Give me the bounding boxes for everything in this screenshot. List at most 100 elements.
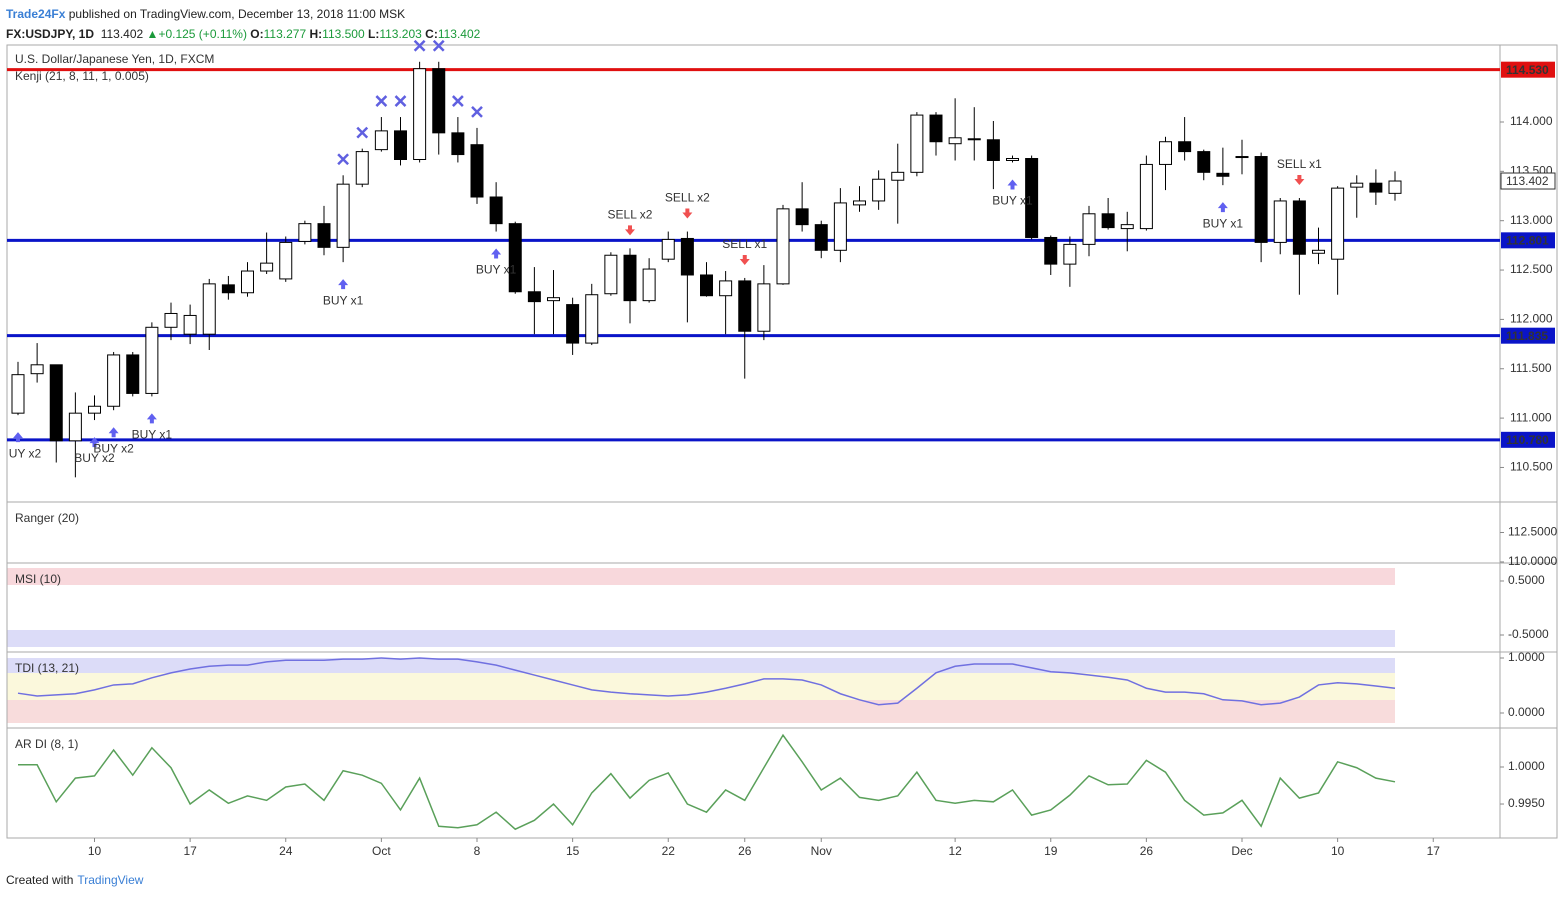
candle-body: [1197, 151, 1211, 173]
signal-label: BUY x1: [132, 428, 173, 442]
candle-body: [527, 291, 541, 303]
candle-body: [107, 354, 121, 407]
candle-body: [1044, 236, 1058, 265]
candle-body: [470, 144, 484, 198]
footer: Created with TradingView: [6, 873, 143, 887]
candle-body: [642, 268, 656, 302]
candle-body: [49, 364, 63, 442]
candle-body: [30, 364, 44, 375]
signal-label: SELL x1: [1277, 157, 1322, 171]
signal-label: UY x2: [9, 446, 42, 460]
author[interactable]: Trade24Fx: [6, 7, 66, 21]
candle-body: [1025, 158, 1039, 238]
change: +0.125 (+0.11%): [158, 27, 247, 41]
candle-body: [1178, 141, 1192, 153]
footer-text: Created with: [6, 873, 74, 887]
signal-label: SELL x1: [722, 237, 767, 251]
candle-body: [604, 254, 618, 295]
level-tag: [1501, 327, 1555, 344]
y-tick-label: 110.500: [1510, 460, 1553, 474]
x-tick-label: 17: [1427, 844, 1441, 858]
candle-body: [967, 138, 981, 141]
candle-body: [508, 223, 522, 293]
y-tick-label: -0.5000: [1508, 627, 1549, 641]
x-mark: [356, 126, 369, 139]
y-tick-label: 0.0000: [1508, 705, 1545, 719]
x-tick-label: Nov: [811, 844, 832, 858]
candle-body: [929, 114, 943, 143]
candle-body: [776, 208, 790, 285]
candle-body: [1063, 243, 1077, 265]
candle-body: [1388, 180, 1402, 194]
last-price-tag: [1500, 172, 1556, 190]
candle-body: [1101, 213, 1115, 229]
candle-body: [700, 274, 714, 297]
x-mark: [432, 39, 445, 52]
ohlc-value: 113.402: [437, 27, 481, 41]
level-label: 112.801: [1506, 234, 1549, 248]
candle-body: [68, 412, 82, 442]
candle-body: [623, 254, 637, 302]
x-tick-label: 22: [662, 844, 676, 858]
candle-body: [1331, 187, 1345, 260]
candle-body: [202, 283, 216, 335]
x-mark: [394, 95, 407, 107]
candle-body: [11, 374, 25, 414]
signal-label: SELL x2: [608, 208, 653, 222]
signal-label: BUY x1: [476, 263, 517, 277]
candle-body: [279, 241, 293, 280]
candle-body: [661, 238, 675, 260]
y-tick-label: 111.500: [1510, 361, 1552, 375]
candle-body: [1312, 249, 1326, 254]
candle-body: [183, 314, 197, 335]
level-label: 114.530: [1506, 63, 1549, 77]
signal-arrow: [1294, 174, 1305, 185]
signal-arrow: [146, 413, 157, 424]
signal-label: BUY x2: [74, 451, 115, 465]
indicator-line: [17, 657, 1396, 706]
candle-body: [374, 130, 388, 151]
publish-line: Trade24Fx published on TradingView.com, …: [6, 4, 480, 24]
brand[interactable]: TradingView: [77, 873, 144, 887]
panel-title: TDI (13, 21): [15, 661, 79, 675]
msi-upper-band: [7, 568, 1395, 585]
chart-subtitle: Kenji (21, 8, 11, 1, 0.005): [15, 69, 149, 83]
candle-body: [1254, 156, 1268, 243]
candle-body: [1082, 213, 1096, 245]
signal-arrow: [624, 225, 635, 236]
candle-body: [1216, 172, 1230, 177]
candle-body: [355, 151, 369, 185]
x-mark: [337, 153, 350, 166]
signal-label: BUY x2: [93, 441, 134, 455]
candle-body: [1369, 182, 1383, 193]
signal-arrow: [491, 248, 502, 259]
signal-arrow: [89, 437, 100, 448]
candle-body: [986, 139, 1000, 161]
signal-arrow: [338, 279, 349, 290]
ohlc-value: 113.203: [379, 27, 422, 41]
candle-body: [336, 183, 350, 248]
symbol: FX:USDJPY, 1D: [6, 27, 95, 41]
x-mark: [375, 95, 388, 107]
x-tick-label: Oct: [372, 844, 391, 858]
candle-body: [298, 223, 312, 242]
x-mark: [413, 39, 426, 52]
chart-title: U.S. Dollar/Japanese Yen, 1D, FXCM: [15, 52, 214, 66]
last: 113.402: [100, 27, 144, 41]
indicator-line: [17, 733, 1396, 831]
ohlc-key: O:: [250, 27, 264, 41]
panel-title: Ranger (20): [15, 511, 79, 525]
candle-body: [164, 312, 178, 328]
candle-body: [87, 405, 101, 414]
candle-body: [833, 202, 847, 251]
candle-body: [413, 68, 427, 160]
x-tick-label: 10: [1331, 844, 1345, 858]
tdi-lower-band: [7, 700, 1395, 723]
x-tick-label: 12: [948, 844, 962, 858]
candle-body: [566, 304, 580, 344]
signal-label: BUY x1: [323, 293, 364, 307]
y-tick-label: 111.000: [1510, 410, 1552, 424]
ohlc-value: 113.277: [263, 27, 307, 41]
tdi-mid-band: [7, 673, 1395, 700]
